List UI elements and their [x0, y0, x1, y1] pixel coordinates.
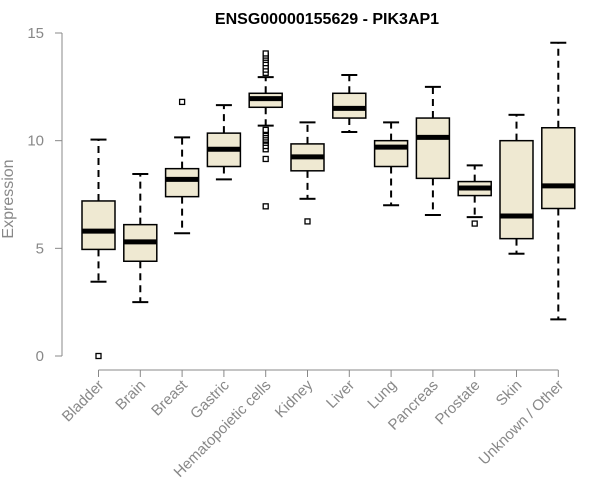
outlier-point — [262, 155, 269, 163]
outlier-point — [304, 218, 311, 225]
iqr-box — [415, 117, 451, 180]
x-tick-label: Prostate — [432, 377, 484, 429]
iqr-box — [499, 139, 534, 240]
y-axis-label: Expression — [0, 159, 17, 238]
x-tick-label: Kidney — [272, 376, 317, 421]
box-brain — [123, 173, 158, 304]
box-breast — [164, 98, 200, 235]
iqr-box — [373, 139, 409, 168]
x-tick-label: Lung — [364, 377, 400, 413]
box-bladder — [81, 138, 116, 360]
box-unknown-other — [541, 41, 576, 321]
outlier-point — [262, 203, 269, 210]
y-tick-label: 0 — [36, 348, 44, 365]
x-tick-label: Bladder — [59, 377, 108, 426]
x-tick-label: Skin — [493, 377, 526, 410]
box-hematopoietic-cells — [248, 50, 283, 210]
box-prostate — [457, 164, 492, 227]
x-tick-label: Breast — [148, 376, 191, 419]
box-lung — [373, 121, 409, 207]
chart-title: ENSG00000155629 - PIK3AP1 — [215, 11, 439, 28]
y-tick-label: 5 — [36, 240, 44, 257]
iqr-box — [81, 200, 116, 251]
outlier-point — [262, 126, 269, 134]
y-tick-label: 10 — [27, 133, 44, 150]
outlier-point — [95, 352, 102, 360]
outlier-point — [178, 98, 186, 106]
x-tick-label: Liver — [323, 377, 358, 412]
outlier-point — [471, 220, 478, 227]
x-tick-label: Brain — [112, 377, 149, 414]
box-pancreas — [415, 85, 451, 216]
axes: 0 5 10 15 — [27, 25, 559, 377]
box-gastric — [206, 104, 242, 181]
box-group — [81, 41, 576, 360]
iqr-box — [541, 126, 576, 210]
box-skin — [499, 113, 534, 255]
box-liver — [332, 73, 367, 134]
iqr-box — [332, 92, 367, 119]
iqr-box — [164, 167, 200, 198]
y-tick-label: 15 — [27, 25, 44, 42]
box-kidney — [290, 121, 325, 225]
outlier-point — [262, 50, 269, 57]
